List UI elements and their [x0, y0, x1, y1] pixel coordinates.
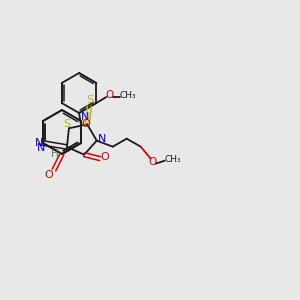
Text: N: N	[35, 138, 43, 148]
Text: O: O	[105, 90, 113, 100]
Text: N: N	[81, 112, 89, 122]
Text: O: O	[45, 170, 53, 180]
Text: O: O	[82, 119, 90, 129]
Text: O: O	[101, 152, 110, 162]
Text: N: N	[37, 143, 45, 153]
Text: N: N	[98, 134, 106, 144]
Text: S: S	[87, 95, 94, 105]
Text: O: O	[148, 157, 157, 167]
Text: S: S	[63, 119, 70, 129]
Text: CH₃: CH₃	[164, 155, 181, 164]
Text: H: H	[51, 149, 59, 159]
Text: CH₃: CH₃	[119, 92, 136, 100]
